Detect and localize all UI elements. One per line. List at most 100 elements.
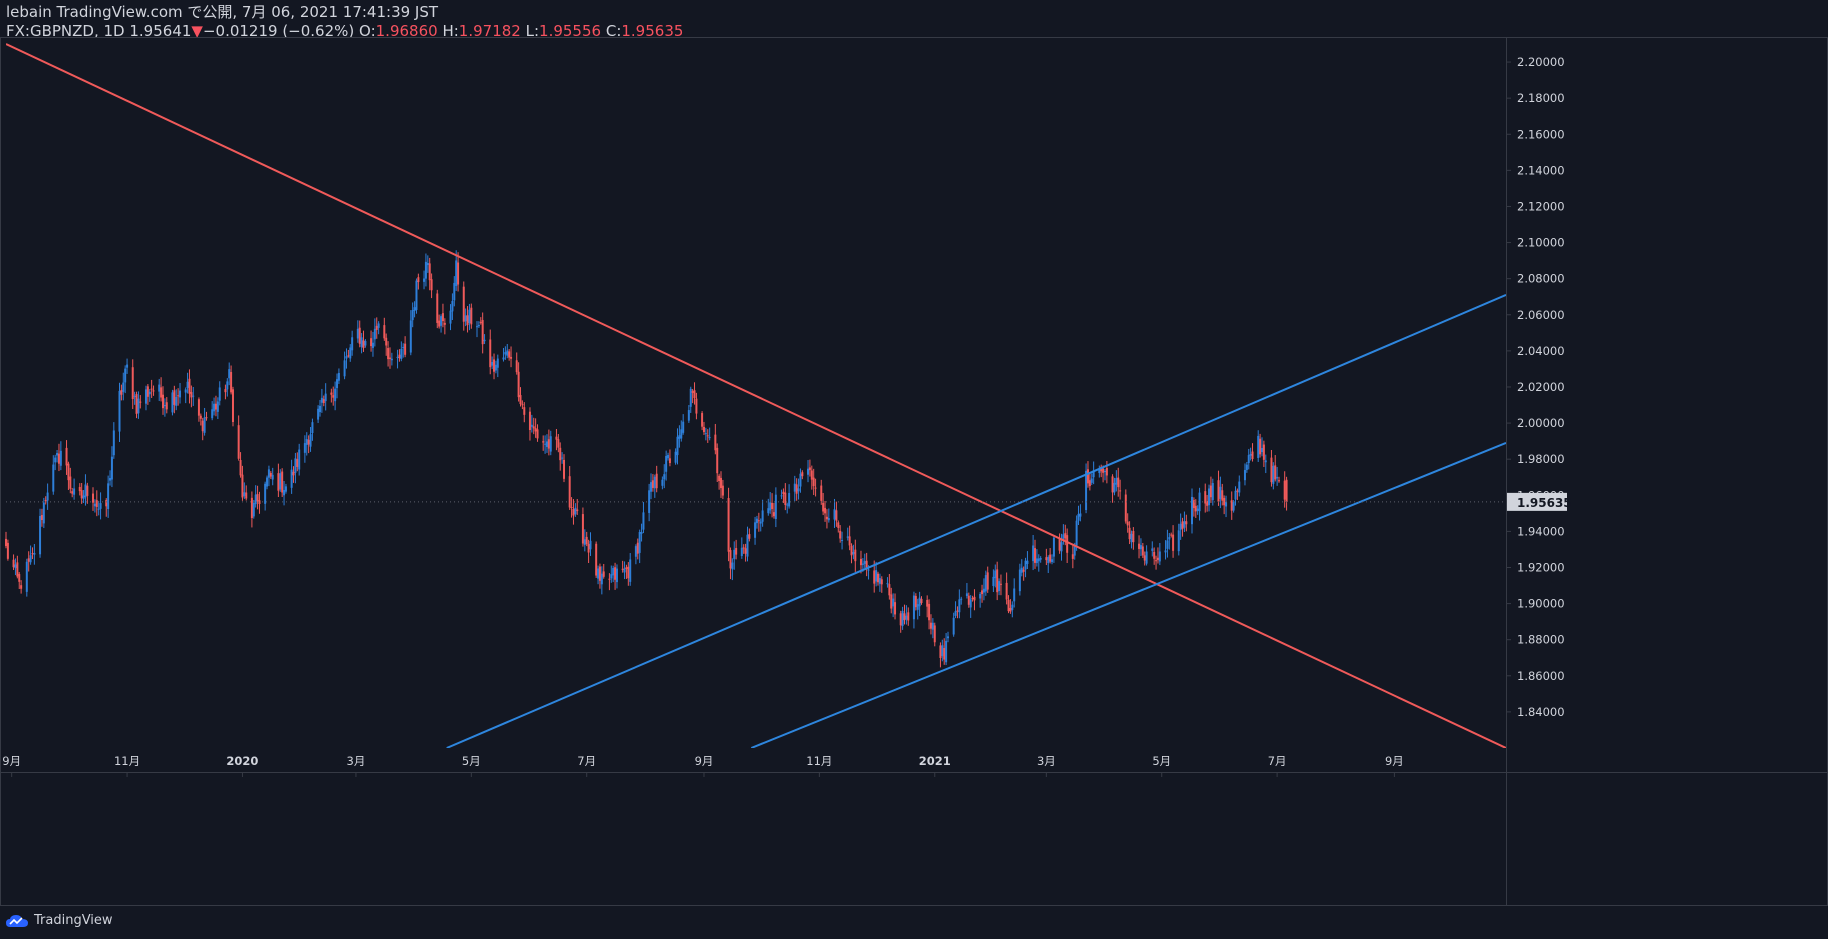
candle-body xyxy=(80,490,83,499)
candle-body xyxy=(1183,521,1186,528)
time-tick-label: 7月 xyxy=(1268,754,1287,768)
candle-body xyxy=(941,645,944,657)
time-axis: 9月 11月 2020 3月 5月 7月 9月 11月 2021 3月 5月 7月 9月 xyxy=(2,754,1404,777)
candle-body xyxy=(158,384,161,392)
candle-body xyxy=(1119,490,1122,492)
candle-body xyxy=(6,542,9,559)
candle-body xyxy=(583,539,586,545)
candle-body xyxy=(451,301,454,312)
candle-body xyxy=(400,348,403,359)
time-tick-label: 9月 xyxy=(695,754,714,768)
candle-body xyxy=(71,491,74,494)
candle-body xyxy=(1177,530,1180,552)
candle-body xyxy=(1181,521,1184,529)
candle-body xyxy=(1168,537,1171,540)
candle-body xyxy=(650,482,653,492)
candle-body xyxy=(443,322,446,325)
candle-body xyxy=(589,540,592,550)
candle-body xyxy=(266,477,269,487)
candle-body xyxy=(825,516,828,520)
candle-body xyxy=(171,392,174,413)
candle-body xyxy=(1079,513,1082,517)
candle-body xyxy=(173,390,176,405)
candle-body xyxy=(642,512,645,530)
trendlines xyxy=(6,43,1506,748)
candle-body xyxy=(774,494,777,520)
candle-body xyxy=(211,409,214,419)
candle-body xyxy=(695,398,698,414)
candle-body xyxy=(852,552,855,555)
candle-body xyxy=(827,518,830,521)
candle-body xyxy=(877,573,880,583)
candle-body xyxy=(283,490,286,496)
candle-body xyxy=(214,403,217,410)
candle-body xyxy=(322,399,325,404)
candle-body xyxy=(1247,455,1250,463)
candle-body xyxy=(687,410,690,421)
candle-body xyxy=(163,404,166,407)
price-tick-label: 2.20000 xyxy=(1517,55,1565,69)
candle-body xyxy=(767,508,770,514)
close-label: C: xyxy=(605,22,622,40)
candle-body xyxy=(839,530,842,539)
candle-body xyxy=(449,310,452,324)
candle-body xyxy=(184,389,187,393)
candle-body xyxy=(226,381,229,390)
candle-body xyxy=(1274,465,1277,480)
candle-body xyxy=(423,278,426,282)
candle-body xyxy=(1143,555,1146,561)
candle-body xyxy=(409,320,412,353)
tradingview-logo[interactable]: TradingView xyxy=(6,913,113,928)
current-price-label: 1.95635 xyxy=(1517,496,1572,510)
candle-body xyxy=(799,473,802,487)
channel-trendline xyxy=(750,442,1506,748)
candle-body xyxy=(638,532,641,553)
candle-body xyxy=(595,543,598,576)
candle-body xyxy=(1164,550,1167,553)
candle-body xyxy=(271,474,274,480)
candle-body xyxy=(438,320,441,327)
candle-body xyxy=(795,484,798,494)
candle-body xyxy=(1236,490,1239,492)
candle-body xyxy=(337,372,340,381)
candle-body xyxy=(46,492,49,501)
candle-body xyxy=(462,286,465,322)
candle-body xyxy=(814,487,817,489)
candle-body xyxy=(137,398,140,414)
candle-body xyxy=(254,494,257,505)
candle-body xyxy=(1103,471,1106,473)
candle-body xyxy=(370,338,373,347)
candle-body xyxy=(1179,523,1182,530)
candle-body xyxy=(150,388,153,390)
candle-body xyxy=(494,364,497,371)
candle-body xyxy=(576,509,579,512)
candle-body xyxy=(1238,481,1241,493)
candle-body xyxy=(903,613,906,621)
candle-body xyxy=(875,570,878,582)
candle-body xyxy=(120,389,123,395)
candle-body xyxy=(929,622,932,629)
candle-body xyxy=(999,583,1002,585)
candle-body xyxy=(530,424,533,427)
candle-body xyxy=(585,536,588,545)
high-label: H: xyxy=(442,22,459,40)
candlestick-chart[interactable]: 2.20000 2.18000 2.16000 2.14000 2.12000 2.100… xyxy=(0,0,1828,906)
candle-body xyxy=(186,381,189,388)
candle-body xyxy=(928,603,931,621)
price-tick-label: 2.08000 xyxy=(1517,272,1565,286)
time-tick-label: 11月 xyxy=(114,754,140,768)
candle-body xyxy=(489,339,492,368)
candle-body xyxy=(610,574,613,579)
candle-body xyxy=(5,538,7,547)
candle-body xyxy=(29,555,32,563)
candle-body xyxy=(199,415,202,419)
candle-body xyxy=(568,476,571,508)
candle-body xyxy=(614,567,617,580)
candle-body xyxy=(175,397,178,406)
candle-body xyxy=(42,502,45,524)
candle-body xyxy=(1092,470,1095,478)
candle-body xyxy=(981,590,984,595)
candle-body xyxy=(916,604,919,610)
candle-body xyxy=(358,327,361,344)
candle-body xyxy=(347,355,350,357)
